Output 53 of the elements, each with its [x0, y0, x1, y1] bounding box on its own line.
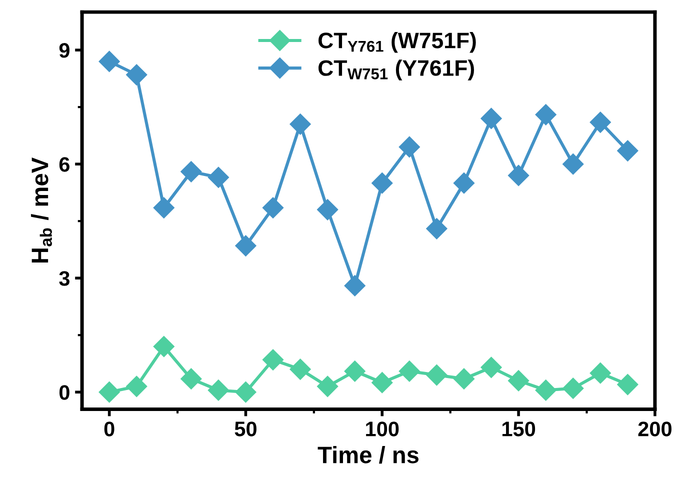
y-tick-label: 0 — [59, 385, 70, 400]
point — [426, 364, 448, 386]
point — [235, 382, 256, 403]
point — [317, 376, 338, 397]
point — [508, 370, 530, 392]
point — [153, 197, 174, 218]
point — [617, 374, 638, 396]
point — [180, 368, 202, 390]
point — [262, 349, 284, 370]
point — [290, 358, 311, 380]
legend-label: CT$_{Y761}$ (W751F) — [318, 32, 476, 53]
point — [262, 197, 284, 218]
y-tick-label: 3 — [59, 271, 70, 286]
point — [590, 362, 611, 384]
point — [562, 154, 584, 175]
x-tick-label: 200 — [638, 422, 672, 436]
point — [372, 372, 393, 394]
point — [426, 218, 448, 240]
x-tick-label: 50 — [234, 422, 256, 436]
point — [590, 112, 611, 133]
point — [317, 199, 338, 220]
point — [290, 114, 311, 135]
y-axis-title: H$_{ab}$ / meV — [30, 158, 52, 263]
x-tick-label: 100 — [366, 422, 399, 436]
point — [398, 360, 420, 382]
y-tick-label: 6 — [59, 157, 70, 172]
point — [535, 104, 556, 126]
point — [453, 368, 474, 390]
point — [208, 166, 229, 188]
point — [480, 108, 502, 129]
point — [235, 235, 256, 256]
point — [453, 172, 474, 194]
point — [372, 172, 393, 194]
x-tick-label: 150 — [502, 422, 536, 436]
point — [98, 382, 120, 403]
x-axis-title: Time / ns — [318, 446, 418, 464]
point — [126, 376, 148, 397]
point — [208, 380, 229, 401]
point — [508, 164, 530, 186]
point — [617, 140, 638, 162]
point — [562, 378, 584, 399]
point — [344, 275, 366, 296]
point — [98, 50, 120, 72]
point — [480, 356, 502, 378]
y-tick-label: 9 — [59, 43, 70, 58]
point — [535, 380, 556, 401]
point — [180, 161, 202, 182]
legend-label: CT$_{W751}$ (Y761F) — [318, 60, 474, 80]
x-tick-label: 0 — [104, 422, 114, 436]
point — [344, 360, 366, 382]
point — [153, 336, 174, 358]
point — [126, 64, 148, 86]
point — [398, 136, 420, 158]
